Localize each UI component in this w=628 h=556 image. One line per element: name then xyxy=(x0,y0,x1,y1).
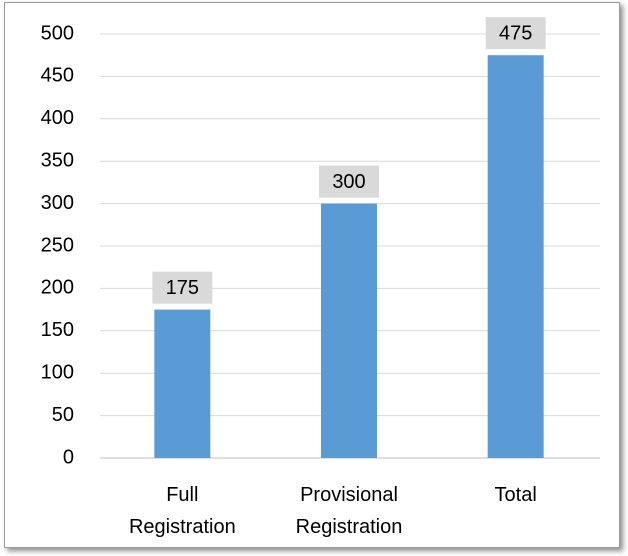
value-label-box xyxy=(319,165,379,198)
value-label-box xyxy=(152,271,213,304)
y-tick-label: 300 xyxy=(41,192,74,214)
value-label-box xyxy=(485,17,546,50)
value-label: 475 xyxy=(499,22,532,44)
value-label: 300 xyxy=(332,171,365,193)
y-tick-label: 400 xyxy=(41,107,74,129)
y-tick-label: 50 xyxy=(52,404,74,426)
y-tick-label: 200 xyxy=(41,277,74,299)
y-tick-label: 500 xyxy=(41,22,74,44)
value-label: 175 xyxy=(166,277,199,299)
y-tick-label: 250 xyxy=(41,234,74,256)
y-tick-label: 350 xyxy=(41,149,74,171)
y-tick-label: 150 xyxy=(41,319,74,341)
bar xyxy=(487,55,544,458)
y-tick-label: 100 xyxy=(41,361,74,383)
x-tick-label: Total xyxy=(494,484,537,506)
x-tick-label: Provisional Registration xyxy=(295,484,403,538)
y-tick-label: 450 xyxy=(41,65,74,87)
bar xyxy=(154,309,211,458)
x-tick-label: Full Registration xyxy=(128,484,236,538)
bar xyxy=(321,203,377,458)
y-tick-label: 0 xyxy=(63,446,74,468)
